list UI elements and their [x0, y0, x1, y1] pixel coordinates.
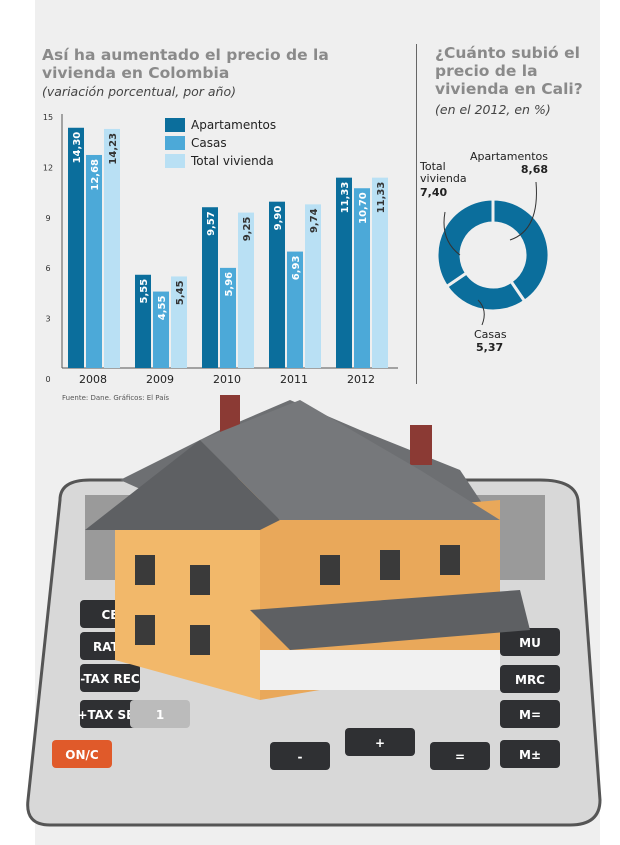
bar-data-label: 5,96	[224, 272, 235, 297]
bar	[238, 212, 254, 368]
slice-value: 7,40	[420, 186, 447, 199]
legend-swatch	[165, 136, 185, 150]
calculator-key	[52, 740, 112, 768]
calculator-key-label: =	[455, 750, 465, 764]
bar-data-label: 11,33	[376, 182, 387, 214]
bar	[104, 128, 120, 368]
bar-chart-title: Así ha aumentado el precio de la viviend…	[42, 46, 329, 82]
calculator-key	[500, 628, 560, 656]
calculator-key-label: +	[375, 736, 385, 750]
legend-label: Apartamentos	[191, 118, 276, 132]
bar-data-label: 10,70	[358, 192, 369, 224]
bar	[354, 188, 370, 368]
calculator-key	[500, 740, 560, 768]
bar-data-label: 11,33	[340, 182, 351, 214]
bar	[336, 177, 352, 368]
calculator-key-label: -	[298, 750, 303, 764]
calculator-key-label: 1	[156, 708, 164, 722]
y-tick-label: 0	[45, 375, 50, 384]
donut-slice	[491, 197, 551, 304]
bar-chart: 0 3 6 9 12 15 2008 14,30 12,68 14,23 2009 5,55 4,55 5…	[43, 113, 398, 386]
x-tick-label: 2008	[79, 373, 107, 386]
donut-slice	[435, 197, 495, 289]
calculator-key	[270, 742, 330, 770]
leader-line	[509, 181, 537, 241]
legend-swatch	[165, 118, 185, 132]
calculator-key-label: MRC	[515, 673, 545, 687]
legend-label: Total vivienda	[190, 154, 274, 168]
legend-swatch	[165, 154, 185, 168]
y-tick-label: 12	[43, 163, 53, 172]
bar	[86, 154, 102, 368]
calculator-key-label: M=	[519, 708, 541, 722]
y-tick-label: 15	[43, 113, 53, 122]
source-note: Fuente: Dane. Gráficos: El País	[62, 394, 170, 402]
bar	[202, 207, 218, 368]
bar-data-label: 9,57	[206, 211, 217, 236]
calculator-key	[345, 728, 415, 756]
x-tick-label: 2010	[213, 373, 241, 386]
legend-label: Casas	[191, 136, 227, 150]
bar	[68, 127, 84, 368]
calculator-key-label: CE	[101, 608, 118, 622]
bar-data-label: 12,68	[90, 159, 101, 191]
x-tick-label: 2011	[280, 373, 308, 386]
y-tick-label: 6	[45, 264, 50, 273]
y-tick-label: 9	[45, 214, 50, 223]
bar-data-label: 9,74	[309, 208, 320, 233]
calculator-key	[130, 700, 190, 728]
bar-data-label: 5,55	[139, 279, 150, 304]
bar-data-label: 6,93	[291, 256, 302, 281]
bar-chart-subtitle: (variación porcentual, por año)	[42, 84, 237, 99]
y-tick-label: 3	[45, 315, 50, 324]
calculator-key	[80, 700, 140, 728]
calculator-key	[80, 664, 140, 692]
calculator-key	[500, 700, 560, 728]
slice-name: Apartamentos	[470, 150, 548, 163]
calculator-key-label: +TAX SET	[77, 708, 143, 722]
calculator-key-label: MU	[519, 636, 541, 650]
calculator-key	[430, 742, 490, 770]
bar	[269, 201, 285, 368]
bar	[220, 267, 236, 368]
x-tick-label: 2009	[146, 373, 174, 386]
donut-chart-subtitle: (en el 2012, en %)	[435, 102, 551, 117]
leader-line	[477, 299, 485, 326]
calculator-key-label: ON/C	[65, 748, 99, 762]
bar-data-label: 4,55	[157, 296, 168, 321]
bar	[171, 276, 187, 368]
calculator-key	[500, 665, 560, 693]
bar-data-label: 9,90	[273, 206, 284, 231]
slice-value: 5,37	[476, 341, 503, 354]
x-tick-label: 2012	[347, 373, 375, 386]
slice-name: vivienda	[420, 172, 467, 185]
leader-line	[443, 211, 461, 256]
slice-name: Casas	[474, 328, 507, 341]
slice-name: Total	[419, 160, 446, 173]
calculator-key-label: M±	[519, 748, 541, 762]
bar	[287, 251, 303, 368]
bar-data-label: 9,25	[242, 217, 253, 242]
bar-data-label: 5,45	[175, 280, 186, 305]
slice-value: 8,68	[521, 163, 548, 176]
bar	[153, 291, 169, 368]
calculator-key-label: -TAX REC	[80, 672, 140, 686]
divider	[416, 44, 417, 384]
bar	[305, 204, 321, 368]
bar-data-label: 14,23	[108, 133, 119, 165]
bar-data-label: 14,30	[72, 132, 83, 164]
bar	[372, 177, 388, 368]
bar	[135, 274, 151, 368]
donut-chart-title: ¿Cuánto subió el precio de la vivienda e…	[435, 44, 583, 98]
